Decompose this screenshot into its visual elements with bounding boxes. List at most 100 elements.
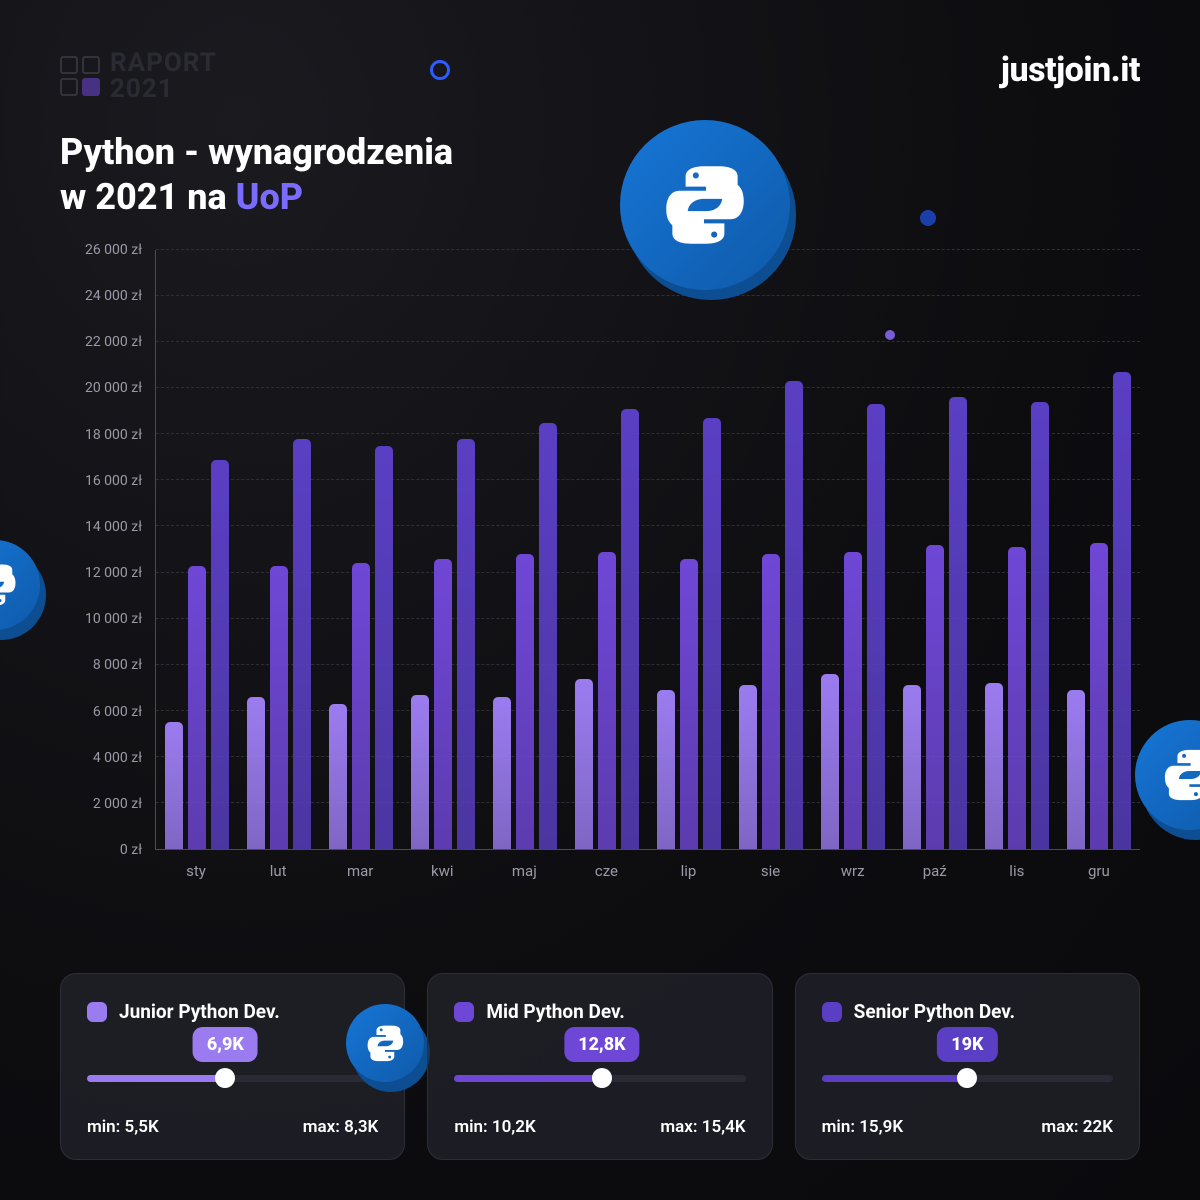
month-group [894, 250, 976, 849]
python-icon [362, 1020, 409, 1067]
y-tick: 16 000 zł [60, 473, 150, 489]
bar-mid [270, 566, 288, 849]
x-label: sie [730, 850, 812, 890]
max-label: max: 22K [1041, 1117, 1113, 1137]
raport-line1: RAPORT [110, 50, 217, 76]
x-label: paź [894, 850, 976, 890]
summary-card: Junior Python Dev. 6,9K min: 5,5Kmax: 8,3K [60, 973, 405, 1160]
bar-mid [188, 566, 206, 849]
card-title: Junior Python Dev. [119, 1000, 280, 1023]
x-label: mar [319, 850, 401, 890]
x-label: kwi [401, 850, 483, 890]
x-label: wrz [812, 850, 894, 890]
bar-senior [539, 423, 557, 849]
bar-junior [247, 697, 265, 849]
y-tick: 6 000 zł [60, 704, 150, 720]
bar-mid [680, 559, 698, 849]
raport-line2: 2021 [110, 76, 217, 102]
summary-card: Senior Python Dev. 19K min: 15,9K max: 22K [795, 973, 1140, 1160]
x-label: maj [483, 850, 565, 890]
min-label: min: 15,9K [822, 1117, 903, 1137]
x-label: lip [647, 850, 729, 890]
bar-senior [293, 439, 311, 849]
min-label: min: 10,2K [454, 1117, 535, 1137]
y-tick: 2 000 zł [60, 796, 150, 812]
month-group [320, 250, 402, 849]
card-head: Mid Python Dev. [454, 1000, 745, 1023]
python-icon [1157, 742, 1200, 808]
y-tick: 24 000 zł [60, 288, 150, 304]
raport-text: RAPORT 2021 [110, 50, 217, 102]
avg-bubble: 6,9K [193, 1027, 258, 1062]
y-tick: 22 000 zł [60, 334, 150, 350]
bar-mid [762, 554, 780, 849]
x-label: sty [155, 850, 237, 890]
bar-mid [1008, 547, 1026, 849]
y-tick: 4 000 zł [60, 750, 150, 766]
x-label: lis [976, 850, 1058, 890]
bar-junior [411, 695, 429, 849]
min-label: min: 5,5K [87, 1117, 159, 1137]
y-tick: 12 000 zł [60, 565, 150, 581]
python-coin-icon [346, 1004, 424, 1082]
bar-junior [575, 679, 593, 849]
card-head: Senior Python Dev. [822, 1000, 1113, 1023]
avg-bubble: 19K [937, 1027, 997, 1062]
month-group [812, 250, 894, 849]
series-swatch [822, 1002, 842, 1022]
chart-y-axis: 0 zł2 000 zł4 000 zł6 000 zł8 000 zł10 0… [60, 250, 150, 850]
y-tick: 8 000 zł [60, 657, 150, 673]
y-tick: 20 000 zł [60, 380, 150, 396]
card-minmax: min: 15,9K max: 22K [822, 1117, 1113, 1137]
bar-junior [165, 722, 183, 849]
title-line1: Python - wynagrodzenia [60, 130, 1140, 175]
chart-bars [156, 250, 1140, 849]
title-line2: w 2021 na UoP [60, 175, 1140, 220]
bar-senior [1031, 402, 1049, 849]
python-icon [0, 558, 22, 612]
slider-fill [822, 1075, 968, 1082]
bar-junior [903, 685, 921, 849]
card-title: Senior Python Dev. [854, 1000, 1015, 1023]
month-group [730, 250, 812, 849]
bar-junior [657, 690, 675, 849]
dot-icon [920, 210, 936, 226]
month-group [1058, 250, 1140, 849]
month-group [648, 250, 730, 849]
bar-mid [434, 559, 452, 849]
bar-junior [329, 704, 347, 849]
bar-senior [375, 446, 393, 849]
x-label: gru [1058, 850, 1140, 890]
y-tick: 10 000 zł [60, 611, 150, 627]
chart-plot [155, 250, 1140, 850]
slider-knob [215, 1068, 235, 1088]
bar-senior [867, 404, 885, 849]
bar-mid [598, 552, 616, 849]
slider-knob [957, 1068, 977, 1088]
bar-junior [739, 685, 757, 849]
month-group [566, 250, 648, 849]
y-tick: 26 000 zł [60, 242, 150, 258]
page-title: Python - wynagrodzenia w 2021 na UoP [60, 130, 1140, 220]
card-slider: 12,8K [454, 1057, 745, 1097]
series-swatch [454, 1002, 474, 1022]
x-label: lut [237, 850, 319, 890]
card-title: Mid Python Dev. [486, 1000, 624, 1023]
salary-chart: 0 zł2 000 zł4 000 zł6 000 zł8 000 zł10 0… [60, 250, 1140, 890]
python-coin-icon [620, 120, 790, 290]
python-icon [654, 154, 756, 256]
raport-icon [60, 56, 100, 96]
bar-senior [703, 418, 721, 849]
bar-mid [516, 554, 534, 849]
month-group [156, 250, 238, 849]
card-slider: 19K [822, 1057, 1113, 1097]
summary-card: Mid Python Dev. 12,8K min: 10,2Kmax: 15,4K [427, 973, 772, 1160]
bar-senior [785, 381, 803, 849]
month-group [976, 250, 1058, 849]
card-minmax: min: 10,2Kmax: 15,4K [454, 1117, 745, 1137]
brand-logo: justjoin.it [1001, 50, 1140, 90]
slider-knob [592, 1068, 612, 1088]
card-slider: 6,9K [87, 1057, 378, 1097]
summary-cards: Junior Python Dev. 6,9K min: 5,5Kmax: 8,3K… [60, 973, 1140, 1160]
card-minmax: min: 5,5Kmax: 8,3K [87, 1117, 378, 1137]
